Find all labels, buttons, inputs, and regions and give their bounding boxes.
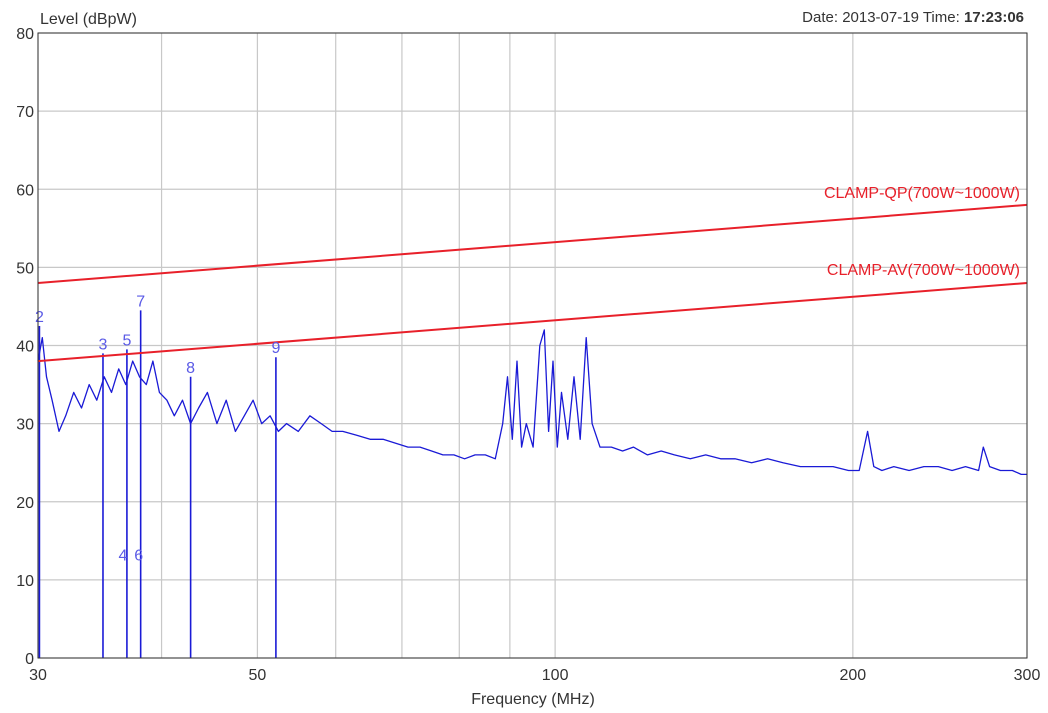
date-time-header: Date: 2013-07-19 Time: 17:23:06 [802, 9, 1024, 26]
x-tick-label: 30 [29, 667, 47, 684]
x-axis-title: Frequency (MHz) [471, 691, 595, 708]
date-value: 2013-07-19 [842, 9, 919, 26]
time-value: 17:23:06 [964, 9, 1024, 26]
marker-label: 6 [134, 547, 143, 564]
y-tick-label: 40 [16, 339, 34, 356]
level-trace [37, 329, 1027, 476]
marker-label: 4 [118, 547, 127, 564]
markers: 2 3 5 7 8 9 4 6 [35, 293, 280, 564]
marker-label: 9 [271, 340, 280, 357]
x-tick-label: 300 [1014, 667, 1041, 684]
y-tick-label: 80 [16, 26, 34, 43]
marker-label: 3 [99, 336, 108, 353]
trace-layer [37, 310, 1027, 658]
time-label: Time: [923, 9, 960, 26]
grid [37, 32, 1028, 659]
y-tick-label: 60 [16, 182, 34, 199]
tick-labels: 0 10 20 30 40 50 60 70 80 30 50 100 200 300 [16, 26, 1040, 684]
limit-line [37, 203, 1028, 284]
y-tick-label: 0 [25, 651, 34, 668]
y-tick-label: 70 [16, 104, 34, 121]
marker-label: 7 [136, 293, 145, 310]
limit-lines [37, 203, 1028, 363]
x-tick-label: 200 [839, 667, 866, 684]
x-tick-label: 50 [249, 667, 267, 684]
y-tick-label: 30 [16, 417, 34, 434]
y-axis-title: Level (dBpW) [40, 11, 137, 28]
limit-line [37, 282, 1028, 363]
x-tick-label: 100 [542, 667, 569, 684]
plot-border [37, 32, 1028, 659]
y-tick-label: 50 [16, 260, 34, 277]
marker-label: 5 [122, 332, 131, 349]
date-label: Date: [802, 9, 838, 26]
y-tick-label: 10 [16, 573, 34, 590]
qp-limit-label: CLAMP-QP(700W~1000W) [824, 185, 1020, 202]
marker-label: 2 [35, 309, 44, 326]
marker-label: 8 [186, 360, 195, 377]
y-tick-label: 20 [16, 495, 34, 512]
av-limit-label: CLAMP-AV(700W~1000W) [827, 262, 1020, 279]
